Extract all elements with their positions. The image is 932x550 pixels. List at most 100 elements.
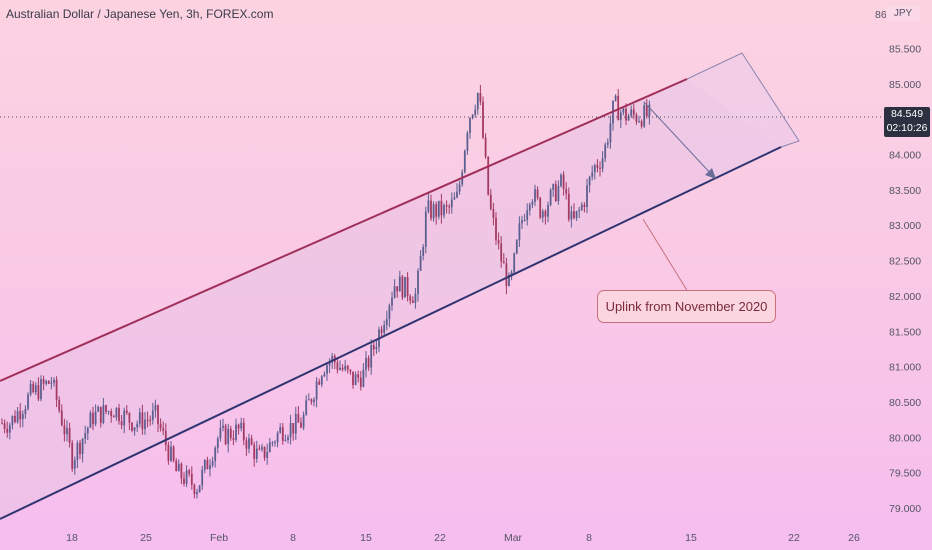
candle-body xyxy=(211,461,214,466)
candle-body xyxy=(151,410,154,420)
current-price-value: 84.549 xyxy=(890,108,924,120)
candle-body xyxy=(479,93,482,102)
candle-body xyxy=(125,410,128,413)
price-tick-label: 86 xyxy=(875,9,887,21)
candle-body xyxy=(255,448,258,459)
candle-body xyxy=(34,385,37,393)
candle-body xyxy=(99,406,102,423)
candle-body xyxy=(250,438,253,445)
candle-body xyxy=(531,201,534,205)
candle-body xyxy=(578,209,581,211)
candle-body xyxy=(170,446,172,461)
projection-arrow-head xyxy=(705,168,716,179)
candle-body xyxy=(281,427,284,441)
time-tick-label: 22 xyxy=(788,532,800,544)
candle-body xyxy=(19,411,22,420)
candle-body xyxy=(424,211,427,247)
candle-body xyxy=(505,263,508,286)
candle-body xyxy=(365,357,367,370)
upper-channel-line[interactable] xyxy=(0,78,688,382)
candle-body xyxy=(253,444,256,459)
candle-body xyxy=(274,442,276,444)
price-tick-label: 85.000 xyxy=(889,79,921,91)
candle-body xyxy=(331,356,334,363)
candle-body xyxy=(120,421,123,426)
candle-body xyxy=(110,411,113,417)
candle-body xyxy=(71,442,74,469)
candle-body xyxy=(443,205,445,216)
projection-outline xyxy=(686,52,800,148)
candle-body xyxy=(81,438,84,454)
candle-body xyxy=(422,247,425,256)
candle-body xyxy=(489,194,492,209)
candle-body xyxy=(586,185,588,207)
candle-body xyxy=(40,379,42,400)
candle-body xyxy=(539,197,542,218)
candle-body xyxy=(398,276,401,292)
candle-body xyxy=(401,276,404,298)
candle-body xyxy=(84,433,87,439)
candle-body xyxy=(188,470,191,474)
candle-body xyxy=(94,411,97,425)
candle-body xyxy=(560,174,562,186)
candle-body xyxy=(154,405,157,411)
candle-body xyxy=(193,484,196,495)
lower-channel-line[interactable] xyxy=(0,146,782,520)
candle-body xyxy=(557,185,560,201)
candle-body xyxy=(638,121,640,123)
candle-body xyxy=(24,409,27,415)
candle-body xyxy=(92,412,94,425)
candle-body xyxy=(344,365,347,370)
candle-body xyxy=(276,432,279,443)
candle-body xyxy=(86,427,89,434)
candle-body xyxy=(310,399,313,403)
candle-body xyxy=(224,425,227,445)
candle-body xyxy=(471,114,474,119)
candle-body xyxy=(32,383,35,392)
candle-body xyxy=(549,189,552,205)
currency-unit-label[interactable]: JPY xyxy=(886,6,920,21)
candle-body xyxy=(417,270,419,294)
price-tick-label: 79.000 xyxy=(889,503,921,515)
candle-body xyxy=(297,413,300,423)
candle-body xyxy=(271,442,274,444)
candle-body xyxy=(463,150,466,173)
candle-body xyxy=(404,277,406,298)
candle-body xyxy=(372,345,375,350)
callout-pointer xyxy=(642,218,689,293)
candle-body xyxy=(617,95,620,121)
channel-annotation[interactable]: Uplink from November 2020 xyxy=(597,290,776,323)
candle-body xyxy=(466,133,469,151)
candle-body xyxy=(591,172,594,177)
candle-body xyxy=(440,200,443,216)
candle-body xyxy=(445,205,448,207)
candle-body xyxy=(622,108,625,113)
candle-body xyxy=(305,400,308,415)
candle-body xyxy=(53,379,55,383)
candle-body xyxy=(385,319,388,325)
candle-body xyxy=(596,165,599,168)
candle-body xyxy=(105,405,107,412)
candle-body xyxy=(346,365,349,370)
candle-body xyxy=(136,423,139,428)
candle-body xyxy=(294,413,297,434)
candle-body xyxy=(245,440,248,449)
candle-body xyxy=(180,463,183,479)
candle-body xyxy=(411,300,414,303)
time-axis[interactable]: 18 25 Feb 8 15 22 Mar 8 15 22 26 xyxy=(66,532,860,544)
candle-body xyxy=(437,200,440,217)
candle-body xyxy=(648,104,651,117)
candle-body xyxy=(11,416,14,426)
candle-body xyxy=(45,380,48,384)
candle-body xyxy=(632,109,635,115)
candle-body xyxy=(320,376,323,385)
candle-body xyxy=(328,362,331,366)
current-price-label: 84.549 02:10:26 xyxy=(884,107,930,137)
candle-body xyxy=(593,165,596,173)
candle-body xyxy=(149,419,152,421)
time-tick-label: 26 xyxy=(848,532,860,544)
price-axis[interactable]: 79.000 79.500 80.000 80.500 81.000 81.500 82.0… xyxy=(875,9,921,515)
candle-body xyxy=(172,446,175,461)
candle-body xyxy=(380,329,383,333)
